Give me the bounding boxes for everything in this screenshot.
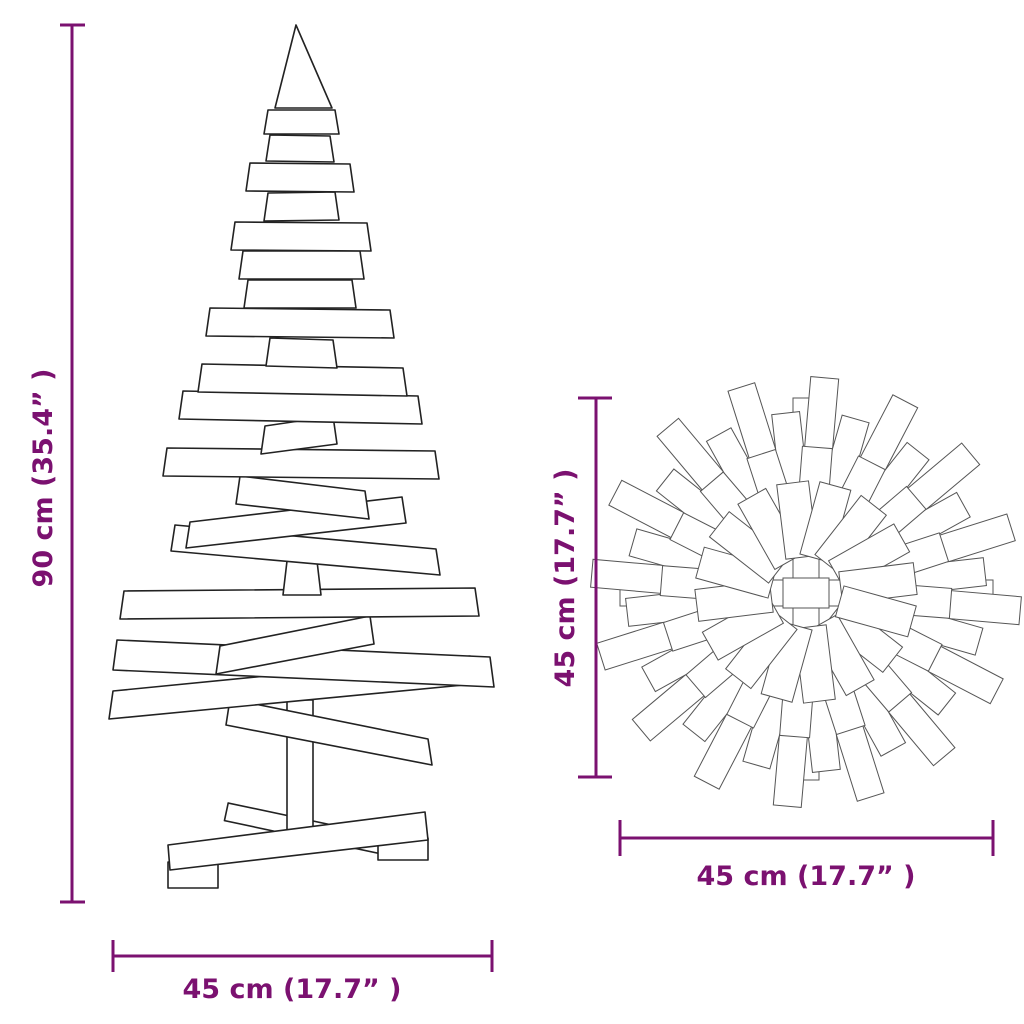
base-plank bbox=[167, 811, 429, 871]
tree-plank bbox=[243, 279, 357, 309]
tree-plank bbox=[225, 698, 433, 766]
tree-plank bbox=[215, 615, 375, 675]
top-view-plank bbox=[834, 585, 917, 638]
top-width-dimension-line bbox=[618, 820, 995, 856]
tree-top-view bbox=[590, 376, 1022, 808]
tree-plank bbox=[238, 250, 365, 280]
tree-plank bbox=[119, 587, 480, 620]
tree-plank bbox=[197, 363, 408, 397]
height-label: 90 cm (35.4” ) bbox=[28, 369, 59, 588]
tree-width-label: 45 cm (17.7” ) bbox=[183, 974, 402, 1005]
top-width-label: 45 cm (17.7” ) bbox=[697, 861, 916, 892]
tree-plank bbox=[235, 475, 370, 520]
tree-plank bbox=[263, 109, 340, 135]
tree-plank bbox=[282, 560, 322, 596]
top-view-plank bbox=[590, 558, 669, 595]
tree-plank bbox=[205, 307, 395, 339]
top-view-plank bbox=[943, 589, 1022, 626]
tree-plank bbox=[245, 162, 355, 193]
top-depth-dimension-line bbox=[578, 396, 612, 779]
top-view-center bbox=[782, 577, 830, 609]
tree-plank bbox=[263, 191, 340, 222]
top-depth-label: 45 cm (17.7” ) bbox=[550, 469, 581, 688]
tree-plank bbox=[265, 134, 335, 163]
tree-plank bbox=[230, 221, 372, 252]
height-dimension-line bbox=[60, 23, 85, 904]
tree-top-cone bbox=[274, 24, 333, 109]
tree-side-view bbox=[108, 24, 495, 889]
tree-plank bbox=[162, 447, 440, 480]
tree-width-dimension-line bbox=[111, 940, 494, 972]
top-view-plank bbox=[772, 729, 809, 808]
tree-plank bbox=[112, 639, 495, 688]
top-view-plank bbox=[803, 376, 840, 455]
tree-plank bbox=[265, 337, 338, 369]
